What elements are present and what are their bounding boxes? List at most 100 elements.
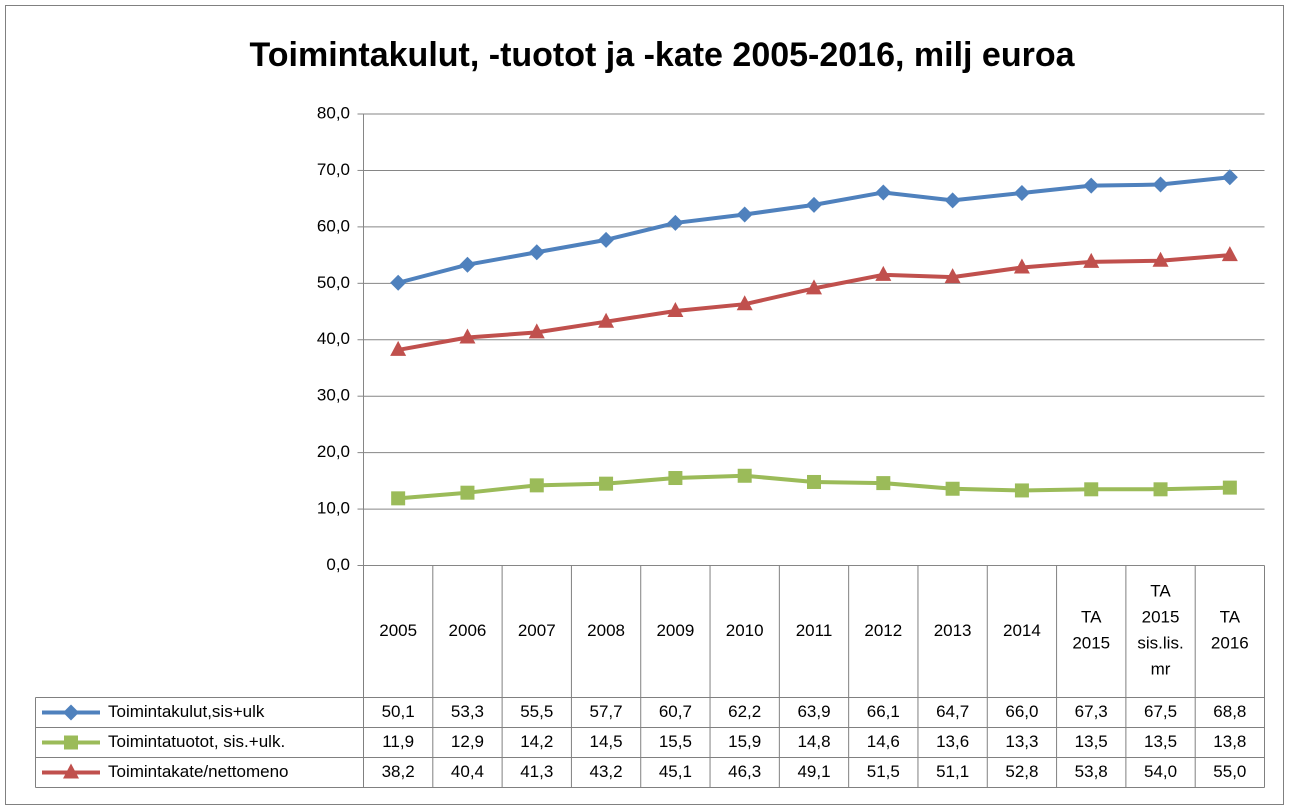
marker: [944, 268, 961, 284]
data-label: 57,7: [590, 702, 623, 721]
marker: [390, 340, 407, 356]
data-label: 12,9: [451, 732, 484, 751]
data-label: 15,9: [728, 732, 761, 751]
x-tick-label: TA 2016: [1211, 608, 1249, 653]
data-label: 55,5: [520, 702, 553, 721]
data-label: 52,8: [1005, 762, 1038, 781]
data-label: 67,5: [1144, 702, 1177, 721]
marker: [528, 323, 545, 339]
marker: [1222, 480, 1237, 495]
data-label: 54,0: [1144, 762, 1177, 781]
marker: [806, 196, 822, 213]
y-tick-label: 80,0: [317, 103, 350, 122]
data-label: 46,3: [728, 762, 761, 781]
marker: [1221, 169, 1238, 186]
data-label: 60,7: [659, 702, 692, 721]
marker: [875, 265, 892, 281]
y-tick-label: 50,0: [317, 273, 350, 292]
data-label: 13,5: [1144, 732, 1177, 751]
data-label: 13,5: [1075, 732, 1108, 751]
data-label: 63,9: [797, 702, 830, 721]
data-label: 62,2: [728, 702, 761, 721]
marker: [806, 279, 822, 295]
marker: [944, 192, 961, 209]
marker: [528, 244, 545, 261]
marker: [459, 328, 476, 344]
chart-title: Toimintakulut, -tuotot ja -kate 2005-201…: [250, 36, 1076, 74]
data-label: 45,1: [659, 762, 692, 781]
data-label: 13,3: [1005, 732, 1038, 751]
marker: [63, 763, 79, 779]
data-label: 50,1: [382, 702, 415, 721]
marker: [391, 491, 406, 506]
marker: [736, 206, 753, 223]
marker: [667, 301, 684, 317]
marker: [599, 476, 614, 491]
marker: [1084, 482, 1099, 497]
x-tick-label: 2005: [379, 621, 417, 640]
x-tick-label: 2006: [449, 621, 487, 640]
marker: [460, 485, 475, 500]
legend-label: Toimintatuotot, sis.+ulk.: [108, 732, 285, 751]
y-tick-label: 10,0: [317, 499, 350, 518]
data-label: 11,9: [382, 732, 414, 751]
y-tick-label: 20,0: [317, 442, 350, 461]
data-label: 13,6: [936, 732, 969, 751]
marker: [1152, 176, 1169, 193]
data-label: 14,6: [867, 732, 900, 751]
marker: [598, 231, 615, 248]
marker: [1083, 177, 1100, 194]
x-tick-label: TA 2015 sis.lis. mr: [1137, 582, 1183, 679]
data-label: 64,7: [936, 702, 969, 721]
marker: [1014, 483, 1029, 498]
data-label: 67,3: [1075, 702, 1108, 721]
y-tick-label: 30,0: [317, 386, 350, 405]
x-tick-label: 2008: [587, 621, 625, 640]
marker: [667, 214, 684, 231]
data-label: 55,0: [1213, 762, 1246, 781]
marker: [945, 481, 960, 496]
marker: [390, 274, 407, 291]
data-label: 38,2: [382, 762, 415, 781]
x-tick-label: 2007: [518, 621, 556, 640]
data-label: 53,3: [451, 702, 484, 721]
x-tick-label: 2010: [726, 621, 764, 640]
marker: [459, 256, 476, 273]
marker: [1221, 246, 1238, 262]
y-tick-label: 70,0: [317, 160, 350, 179]
legend-label: Toimintakate/nettomeno: [108, 762, 289, 781]
y-tick-label: 0,0: [326, 555, 350, 574]
marker: [737, 468, 752, 483]
marker: [1152, 251, 1169, 267]
data-label: 68,8: [1213, 702, 1246, 721]
x-tick-label: 2009: [656, 621, 694, 640]
data-label: 66,0: [1005, 702, 1038, 721]
legend-label: Toimintakulut,sis+ulk: [108, 702, 265, 721]
marker: [1013, 258, 1030, 274]
marker: [1153, 482, 1168, 497]
marker: [807, 474, 821, 489]
data-label: 53,8: [1075, 762, 1108, 781]
data-label: 15,5: [659, 732, 692, 751]
data-label: 14,5: [590, 732, 623, 751]
chart-border: [5, 5, 1284, 805]
data-label: 66,1: [867, 702, 900, 721]
data-label: 43,2: [590, 762, 623, 781]
data-label: 13,8: [1213, 732, 1246, 751]
x-tick-label: 2011: [796, 621, 833, 640]
x-tick-label: 2013: [934, 621, 972, 640]
marker: [1083, 252, 1100, 268]
marker: [668, 471, 683, 486]
x-tick-label: 2012: [864, 621, 902, 640]
data-label: 51,1: [936, 762, 969, 781]
y-tick-label: 60,0: [317, 216, 350, 235]
marker: [63, 704, 79, 721]
x-tick-label: TA 2015: [1072, 608, 1110, 653]
data-label: 41,3: [520, 762, 553, 781]
data-label: 14,2: [520, 732, 553, 751]
marker: [529, 478, 544, 493]
marker: [64, 735, 78, 750]
x-tick-label: 2014: [1003, 621, 1041, 640]
data-label: 40,4: [451, 762, 484, 781]
